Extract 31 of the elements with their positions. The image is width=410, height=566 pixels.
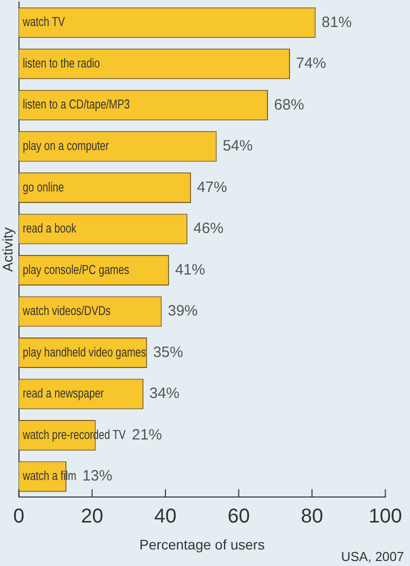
x-tick-label: 60 <box>228 506 250 528</box>
data-label: 39% <box>168 302 198 320</box>
x-tick-label: 20 <box>80 506 104 528</box>
x-tick-label: 100 <box>368 506 402 528</box>
data-label: 81% <box>322 14 352 31</box>
data-label: 46% <box>193 220 224 238</box>
data-label: 34% <box>149 385 180 402</box>
y-tick-label: watch TV <box>22 15 66 30</box>
data-label: 74% <box>296 55 326 72</box>
data-label: 21% <box>132 426 162 444</box>
y-tick-label: play handheld video games <box>22 345 146 360</box>
data-label: 13% <box>82 468 112 485</box>
y-tick-label: listen to the radio <box>22 56 100 71</box>
data-label: 68% <box>274 96 304 114</box>
x-tick-label: 40 <box>154 506 177 528</box>
x-tick-label: 0 <box>13 506 24 528</box>
data-label: 47% <box>197 178 228 196</box>
x-axis-title: Percentage of users <box>139 536 265 552</box>
y-tick-label: listen to a CD/tape/MP3 <box>22 98 130 112</box>
y-tick-label: play on a computer <box>22 138 110 154</box>
y-tick-label: watch videos/DVDs <box>22 304 111 318</box>
y-tick-label: read a book <box>22 221 76 236</box>
y-tick-label: go online <box>22 180 64 195</box>
data-label: 41% <box>175 261 206 278</box>
y-tick-label: play console/PC games <box>22 262 130 278</box>
text: USA, 2007 <box>341 549 404 564</box>
x-tick-label: 80 <box>300 506 324 528</box>
y-axis-title: Activity <box>0 227 16 272</box>
data-label: 54% <box>222 138 253 155</box>
data-label: 35% <box>153 344 184 361</box>
y-tick-label: read a newspaper <box>22 386 104 401</box>
